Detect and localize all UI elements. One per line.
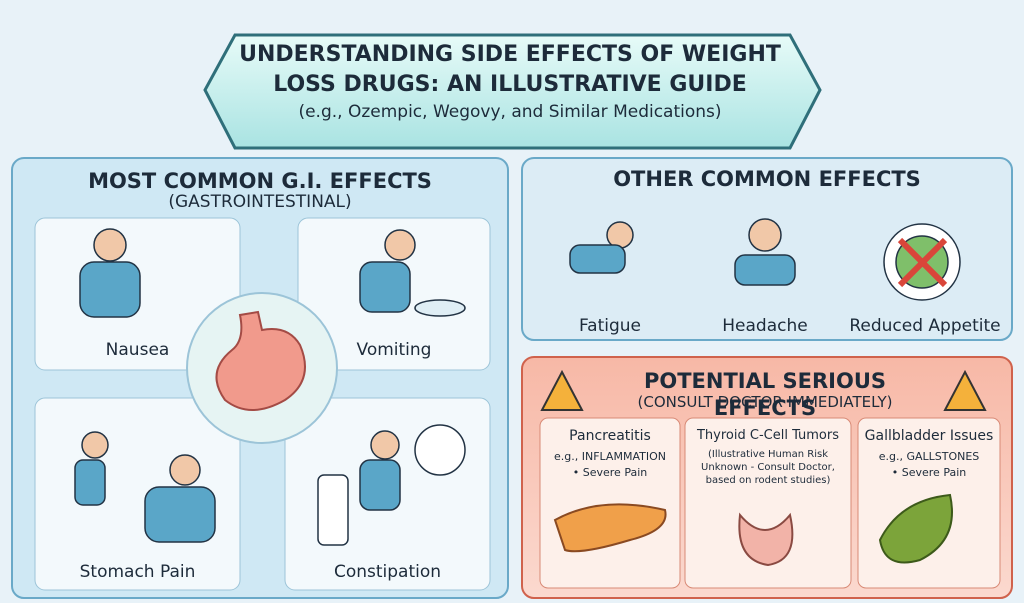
warning-icon (540, 369, 584, 411)
warning-icon (943, 369, 987, 411)
serious-name: Gallbladder Issues (864, 428, 994, 444)
serious-detail: e.g., GALLSTONES (878, 450, 980, 463)
other-figures (569, 218, 961, 301)
thyroid-card (684, 417, 852, 589)
serious-detail: e.g., INFLAMMATION (554, 450, 666, 463)
gi-subtitle: (GASTROINTESTINAL) (168, 192, 352, 212)
serious-note: • Severe Pain (891, 466, 967, 479)
title-banner (203, 33, 822, 150)
serious-name: Thyroid C-Cell Tumors (696, 428, 840, 443)
effect-label: Vomiting (356, 340, 432, 360)
subtitle: (e.g., Ozempic, Wegovy, and Similar Medi… (298, 102, 722, 122)
effect-label: Headache (722, 316, 808, 336)
serious-subtitle: (CONSULT DOCTOR IMMEDIATELY) (637, 393, 893, 411)
effect-label: Constipation (333, 562, 442, 582)
serious-detail: (Illustrative Human Risk Unknown - Consu… (701, 449, 835, 486)
title: UNDERSTANDING SIDE EFFECTS OF WEIGHT LOS… (239, 42, 781, 97)
gallbladder-icon (878, 493, 953, 564)
other-title: OTHER COMMON EFFECTS (613, 167, 921, 191)
effect-label: Stomach Pain (79, 562, 196, 582)
figures (74, 228, 466, 546)
serious-name: Pancreatitis (569, 428, 651, 444)
serious-title: POTENTIAL SERIOUS EFFECTS (643, 369, 887, 420)
effect-label: Reduced Appetite (849, 316, 1001, 336)
thyroid-icon (738, 512, 794, 567)
serious-note: • Severe Pain (572, 466, 648, 479)
effect-label: Fatigue (578, 316, 642, 336)
pancreas-icon (553, 503, 667, 553)
stomach-icon (215, 310, 306, 411)
effect-label: Nausea (105, 340, 170, 360)
gi-title: MOST COMMON G.I. EFFECTS (88, 169, 432, 193)
